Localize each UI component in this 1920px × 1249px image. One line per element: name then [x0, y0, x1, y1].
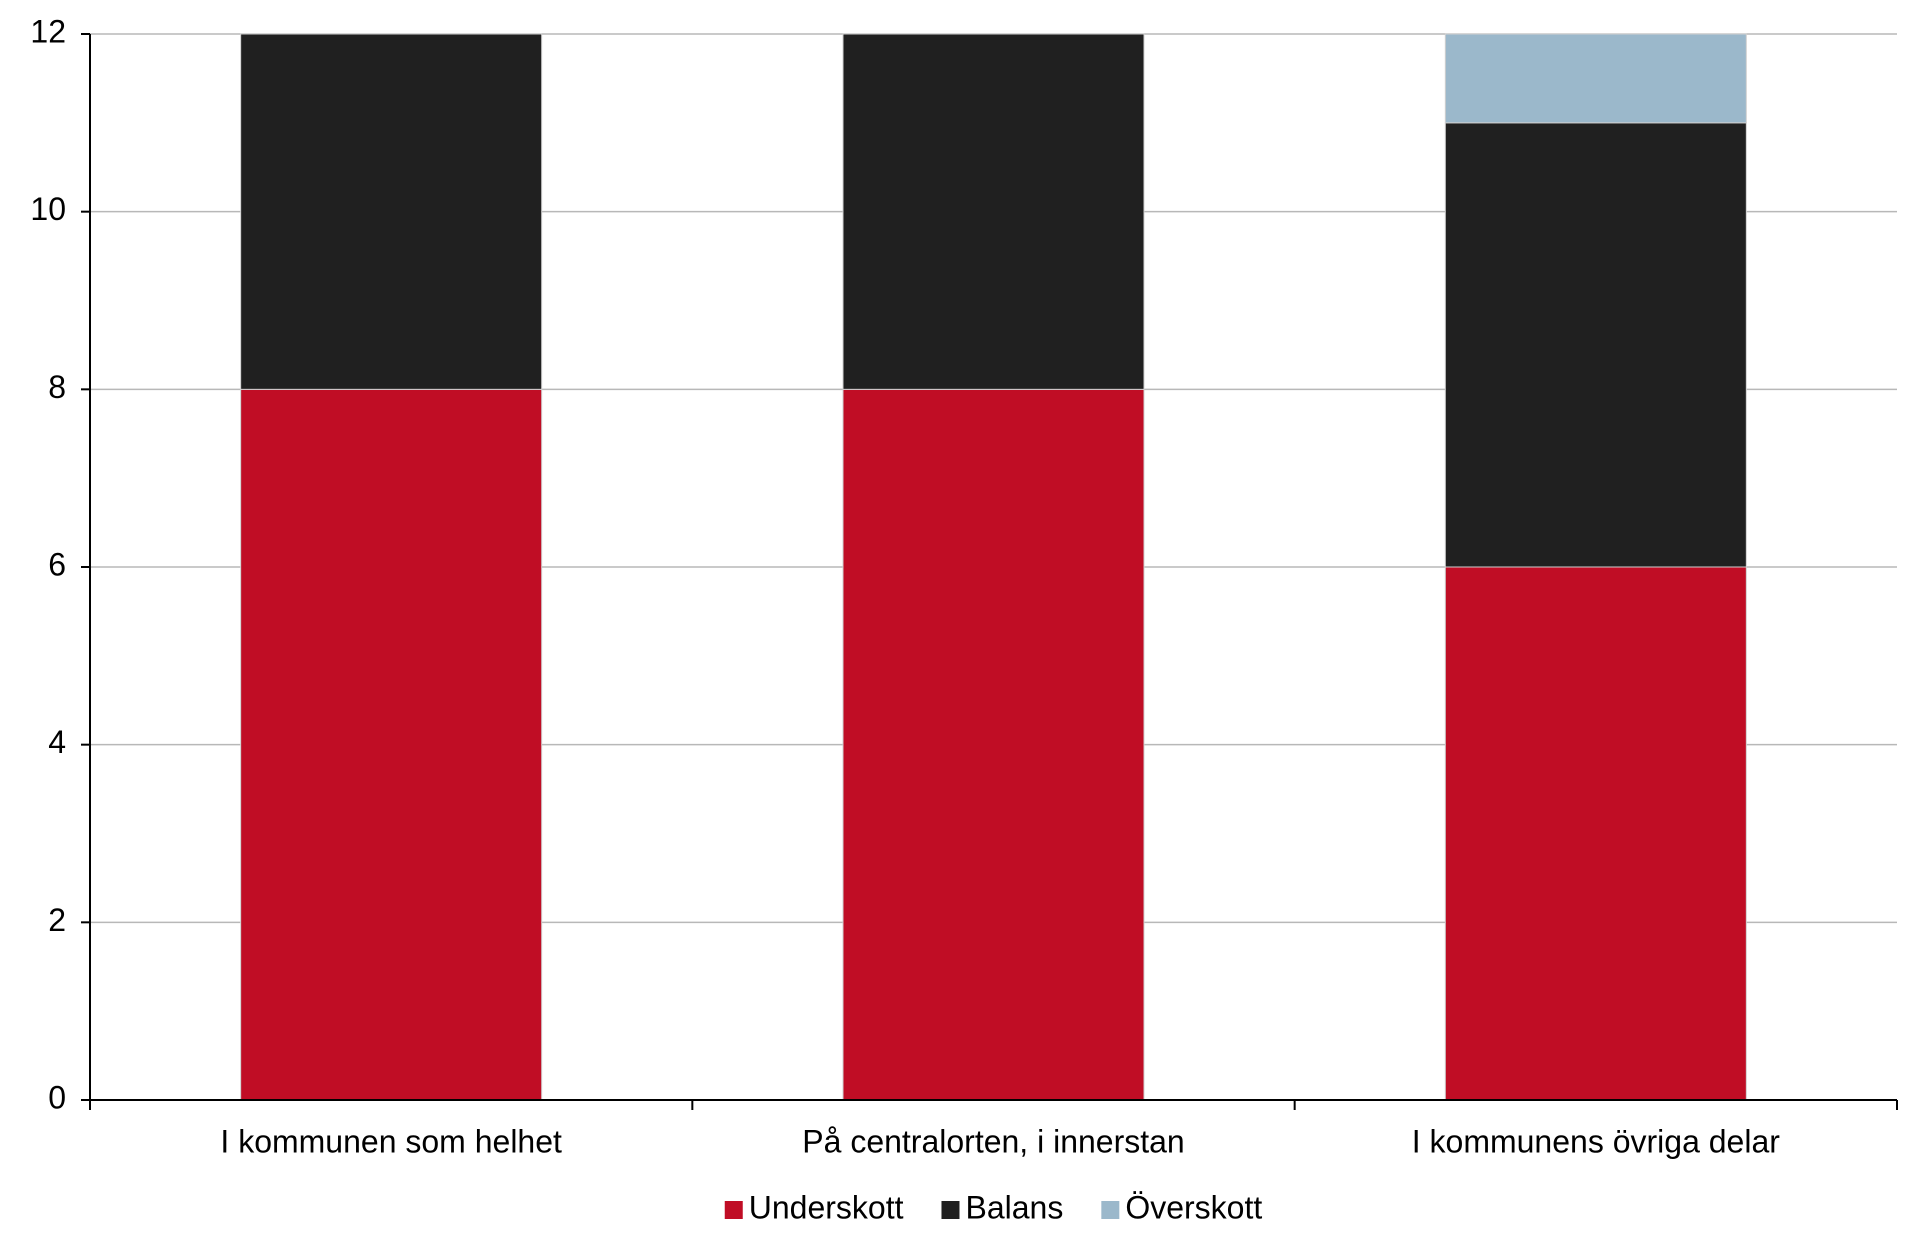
bar-segment	[240, 388, 543, 1101]
y-tick-label: 12	[30, 13, 66, 49]
legend-label: Balans	[965, 1189, 1063, 1225]
legend-swatch	[724, 1201, 743, 1219]
y-tick-label: 0	[48, 1079, 66, 1115]
legend-swatch	[941, 1201, 960, 1219]
y-tick-label: 6	[48, 546, 66, 582]
bar-segment	[842, 33, 1145, 390]
x-tick-label: I kommunen som helhet	[220, 1123, 562, 1159]
y-tick-label: 10	[30, 191, 66, 227]
legend-swatch	[1101, 1201, 1120, 1219]
legend-label: Underskott	[749, 1189, 904, 1225]
legend-label: Överskott	[1125, 1189, 1262, 1225]
bar-segment	[240, 33, 543, 390]
bar-segment	[842, 388, 1145, 1101]
legend: Underskott Balans Överskott	[724, 1189, 1262, 1225]
y-tick-label: 2	[48, 902, 66, 938]
bar-segment	[1444, 566, 1747, 1101]
bar-segment	[1444, 122, 1747, 568]
x-tick-label: I kommunens övriga delar	[1412, 1123, 1781, 1159]
y-tick-label: 8	[48, 369, 66, 405]
x-tick-label: På centralorten, i innerstan	[802, 1123, 1184, 1159]
y-tick-label: 4	[48, 724, 66, 760]
bar-segment	[1444, 33, 1747, 124]
